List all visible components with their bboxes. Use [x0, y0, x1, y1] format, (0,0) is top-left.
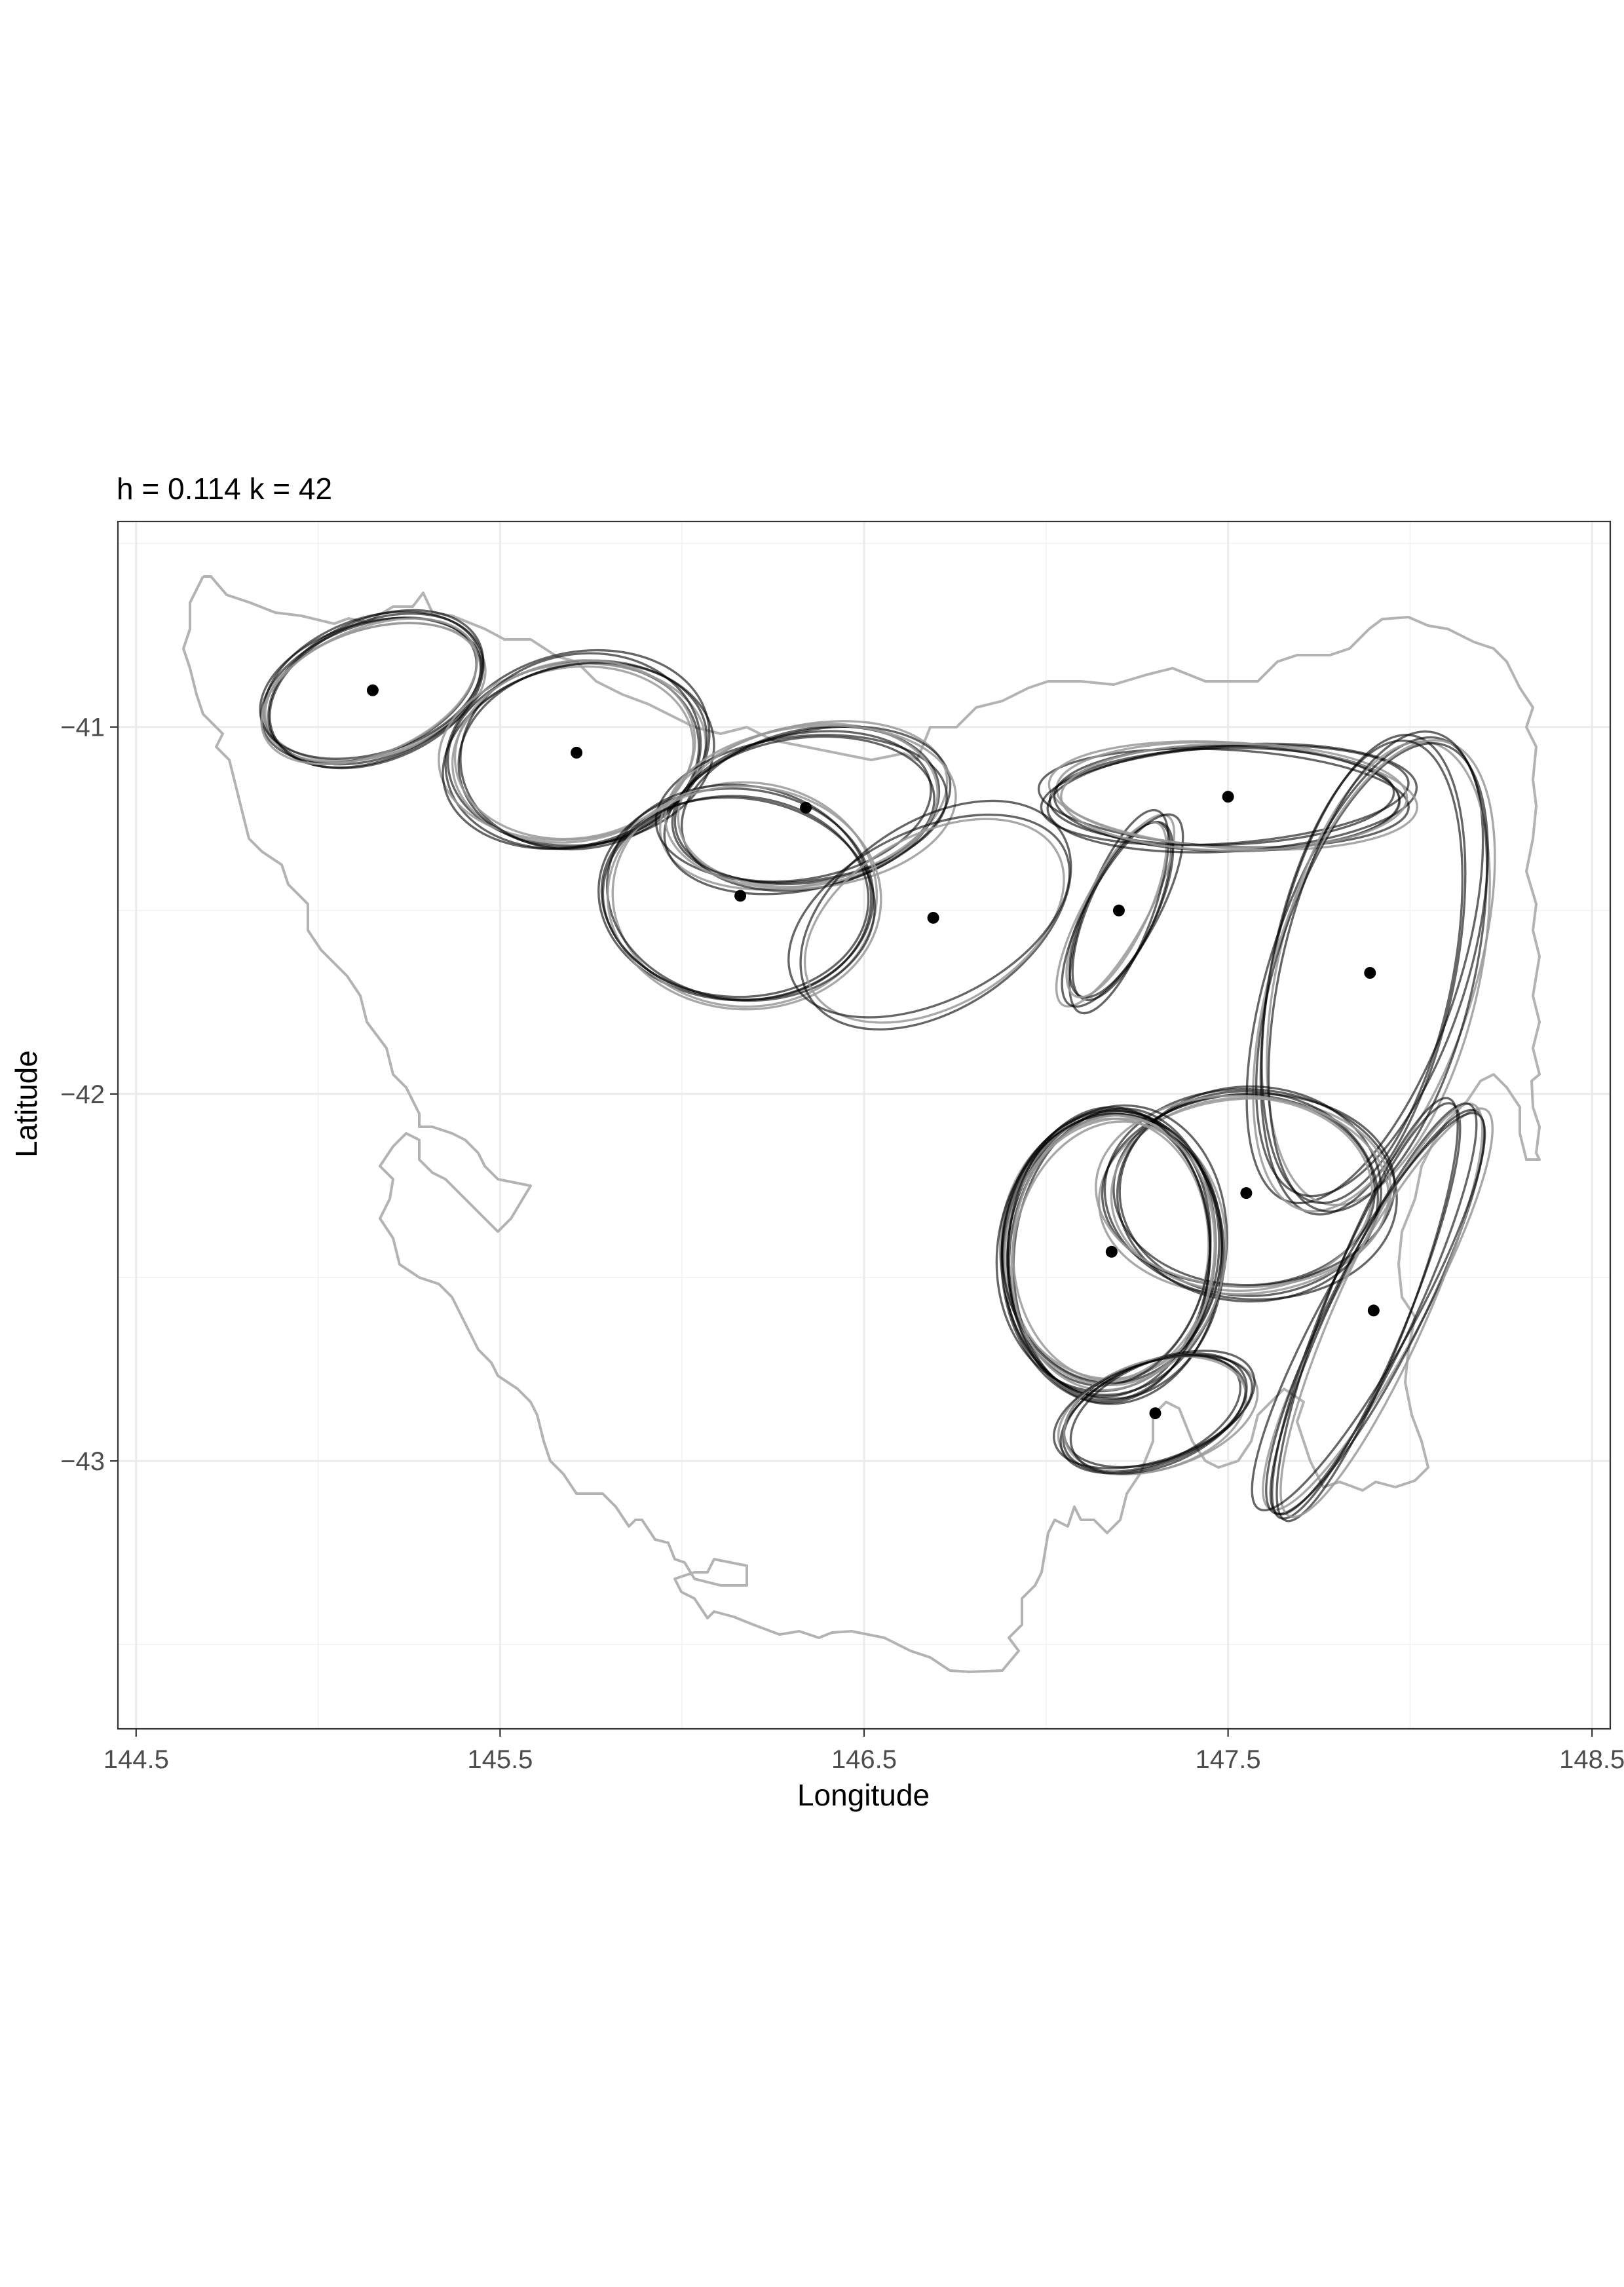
confidence-ellipse	[1110, 1096, 1374, 1293]
confidence-ellipse	[1118, 1085, 1382, 1297]
confidence-ellipse	[1260, 739, 1464, 1204]
confidence-ellipse	[1269, 1102, 1478, 1516]
x-tick-label: 147.5	[1196, 1745, 1261, 1774]
centroid-point	[1222, 791, 1234, 803]
centroid-point	[1364, 967, 1376, 979]
confidence-ellipse	[664, 724, 957, 890]
confidence-ellipse	[799, 799, 1072, 1031]
confidence-ellipse	[654, 734, 948, 884]
centroid-point	[800, 801, 812, 814]
confidence-ellipse	[1279, 1103, 1484, 1519]
confidence-ellipse	[442, 661, 708, 850]
centroid-point	[734, 890, 747, 902]
x-tick-label: 144.5	[104, 1745, 169, 1774]
confidence-ellipse	[1010, 1120, 1217, 1391]
y-tick-label: −43	[60, 1447, 105, 1476]
confidence-ellipse	[606, 785, 882, 1011]
centroid-point	[571, 746, 583, 759]
centroid-point	[1367, 1304, 1380, 1317]
confidence-ellipse	[1006, 1106, 1211, 1404]
confidence-ellipses	[259, 609, 1496, 1522]
confidence-ellipse	[260, 617, 478, 766]
confidence-ellipse	[803, 818, 1065, 1024]
plot-panel	[117, 520, 1612, 1730]
centroid-point	[1240, 1187, 1253, 1200]
confidence-ellipse	[459, 652, 702, 851]
grid-lines	[118, 521, 1610, 1729]
centroid-point	[1112, 904, 1125, 917]
centroid-point	[927, 911, 939, 924]
chart-title: h = 0.114 k = 42	[117, 472, 332, 506]
centroid-point	[1149, 1407, 1161, 1420]
y-axis: −41 −42 −43	[60, 713, 118, 1476]
x-axis: 144.5 145.5 146.5 147.5 148.5	[104, 1729, 1624, 1774]
confidence-ellipse	[1265, 1108, 1486, 1515]
confidence-ellipse	[1040, 744, 1410, 846]
confidence-ellipse	[1069, 1352, 1248, 1475]
y-tick-label: −41	[60, 713, 105, 742]
confidence-ellipse	[453, 659, 696, 841]
confidence-ellipse	[1103, 1087, 1398, 1301]
y-tick-label: −42	[60, 1080, 105, 1109]
x-tick-label: 148.5	[1559, 1745, 1624, 1774]
centroid-point	[1105, 1245, 1118, 1258]
x-tick-label: 146.5	[831, 1745, 897, 1774]
y-axis-label: Latitude	[9, 1050, 43, 1158]
confidence-ellipse	[671, 730, 932, 883]
confidence-ellipse	[673, 735, 935, 886]
confidence-ellipse	[1275, 1097, 1459, 1522]
confidence-ellipse	[267, 609, 485, 769]
x-tick-label: 145.5	[467, 1745, 533, 1774]
confidence-ellipse	[677, 722, 939, 888]
confidence-ellipse	[451, 665, 695, 844]
confidence-ellipse	[269, 612, 485, 770]
confidence-ellipse	[787, 813, 1071, 1019]
confidence-ellipse	[601, 795, 870, 998]
x-axis-label: Longitude	[797, 1778, 930, 1812]
tasmania-coastline	[182, 575, 1541, 1673]
confidence-ellipse	[1061, 813, 1184, 1008]
confidence-ellipse	[1267, 730, 1488, 1213]
confidence-ellipse	[1052, 1354, 1254, 1470]
coastline-path	[182, 575, 1541, 1673]
confidence-ellipse	[1252, 739, 1496, 1213]
centroid-point	[366, 684, 379, 696]
confidence-ellipse	[1060, 742, 1408, 852]
confidence-ellipse	[1065, 821, 1168, 998]
centroid-points	[366, 684, 1380, 1420]
confidence-ellipse	[611, 781, 878, 1008]
confidence-ellipse	[1116, 1090, 1379, 1303]
confidence-ellipse	[1063, 1355, 1248, 1475]
